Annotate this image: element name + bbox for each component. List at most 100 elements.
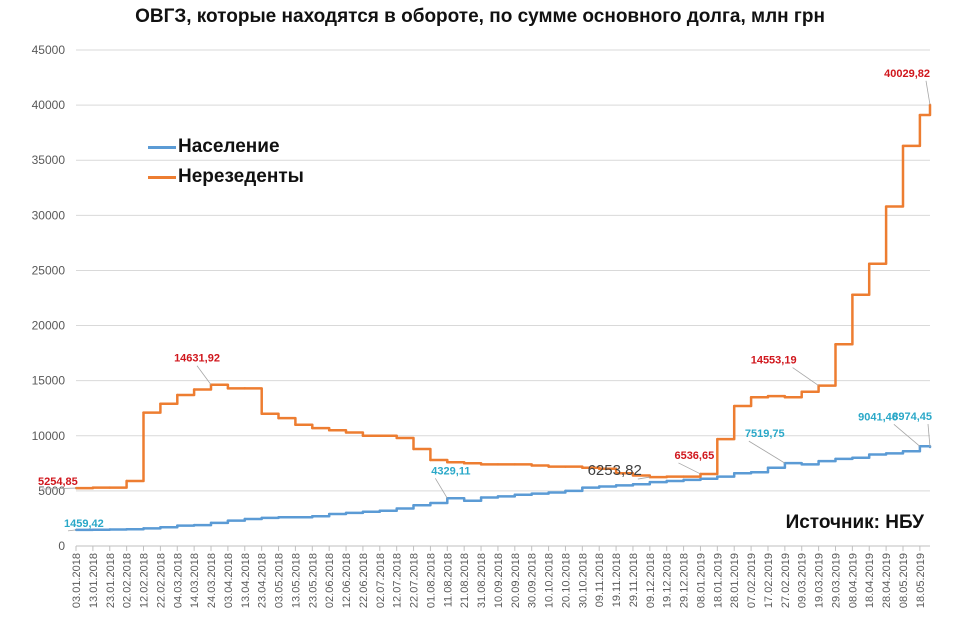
x-tick-label: 11.08.2018 — [442, 553, 454, 607]
data-point — [614, 472, 618, 475]
data-point — [277, 416, 280, 420]
x-tick-label: 28.04.2019 — [881, 553, 893, 608]
data-label: 14631,92 — [174, 353, 220, 365]
series-line-nonresidents — [76, 104, 932, 490]
annotation-leader — [67, 529, 77, 532]
data-point — [749, 396, 753, 399]
x-tick-label: 12.06.2018 — [341, 553, 353, 608]
x-tick-label: 22.02.2018 — [155, 553, 167, 608]
x-tick-label: 23.05.2018 — [307, 553, 319, 608]
data-point — [361, 434, 365, 437]
data-point — [564, 465, 567, 468]
data-point — [834, 457, 837, 461]
data-point — [699, 477, 702, 480]
data-point — [446, 461, 449, 464]
data-point — [429, 501, 432, 505]
data-point — [851, 456, 854, 460]
data-point — [192, 388, 196, 391]
x-tick-label: 31.08.2018 — [476, 553, 488, 608]
x-tick-label: 24.03.2018 — [206, 553, 218, 608]
y-tick-label: 30000 — [32, 208, 66, 222]
data-label: 4329,11 — [431, 465, 470, 477]
data-point — [581, 466, 584, 469]
data-point — [142, 411, 145, 414]
legend-item-population: Население — [148, 132, 304, 162]
x-tick-label: 30.10.2018 — [577, 553, 589, 608]
y-axis: 0 5000 10000 15000 20000 25000 30000 35000 40000… — [32, 43, 66, 553]
data-point — [192, 523, 196, 527]
x-tick-label: 29.11.2018 — [628, 553, 640, 607]
x-tick-label: 09.03.2019 — [797, 553, 809, 608]
data-point — [901, 144, 905, 148]
annotation-leader — [678, 462, 701, 475]
x-tick-label: 08.04.2019 — [847, 553, 859, 608]
x-tick-label: 18.04.2019 — [864, 553, 876, 608]
legend: Население Нерезеденты — [148, 132, 304, 192]
x-tick-label: 10.10.2018 — [544, 553, 556, 608]
data-point — [159, 402, 162, 406]
x-tick-label: 02.06.2018 — [324, 553, 336, 608]
data-point — [581, 486, 584, 489]
x-tick-label: 02.02.2018 — [122, 553, 134, 608]
annotation-leader — [925, 80, 931, 105]
data-point — [327, 429, 331, 432]
data-point — [851, 293, 854, 296]
data-point — [496, 463, 500, 466]
data-point — [311, 426, 314, 430]
data-point — [547, 491, 550, 494]
legend-swatch-nonresidents — [148, 175, 176, 179]
data-point — [682, 478, 685, 482]
data-point — [614, 484, 618, 487]
data-point — [176, 524, 179, 527]
y-tick-label: 20000 — [32, 319, 66, 333]
series-lines — [74, 103, 932, 532]
data-point — [294, 423, 297, 426]
data-point — [462, 499, 466, 503]
data-point — [648, 480, 652, 484]
data-label: 1459,42 — [64, 518, 104, 530]
data-point — [243, 387, 246, 390]
x-tick-label: 19.03.2019 — [814, 553, 826, 608]
data-point — [378, 509, 381, 512]
data-point — [513, 493, 517, 496]
data-point — [884, 452, 888, 455]
x-tick-label: 20.10.2018 — [560, 553, 572, 608]
data-point — [648, 475, 652, 479]
y-tick-label: 35000 — [32, 153, 66, 167]
x-tick-label: 19.12.2018 — [662, 553, 674, 608]
data-point — [631, 483, 635, 486]
x-tick-label: 23.01.2018 — [105, 553, 117, 608]
data-point — [665, 475, 668, 478]
y-tick-label: 10000 — [32, 429, 66, 443]
y-tick-label: 40000 — [32, 98, 66, 112]
x-tick-label: 03.04.2018 — [223, 553, 235, 608]
x-tick-label: 08.01.2019 — [695, 553, 707, 608]
legend-item-nonresidents: Нерезеденты — [148, 162, 304, 192]
data-point — [868, 453, 871, 456]
data-point — [226, 387, 230, 390]
y-tick-label: 45000 — [32, 43, 66, 57]
data-point — [564, 489, 567, 493]
x-tick-label: 12.02.2018 — [139, 553, 151, 608]
x-tick-label: 22.07.2018 — [409, 553, 421, 608]
data-point — [260, 516, 263, 520]
data-point — [513, 463, 517, 466]
y-tick-label: 25000 — [32, 263, 66, 277]
data-point — [344, 511, 348, 515]
x-tick-label: 23.04.2018 — [257, 553, 269, 608]
annotation-leader — [41, 487, 77, 490]
data-point — [344, 431, 348, 434]
x-tick-label: 03.05.2018 — [274, 553, 286, 608]
data-point — [834, 343, 837, 346]
data-label: 5254,85 — [38, 476, 78, 488]
data-point — [530, 464, 533, 467]
x-tick-label: 17.02.2019 — [763, 553, 775, 608]
data-point — [665, 479, 668, 483]
data-point — [462, 462, 466, 465]
data-point — [598, 467, 601, 471]
data-point — [142, 527, 145, 530]
data-point — [226, 519, 230, 522]
data-point — [395, 436, 398, 440]
